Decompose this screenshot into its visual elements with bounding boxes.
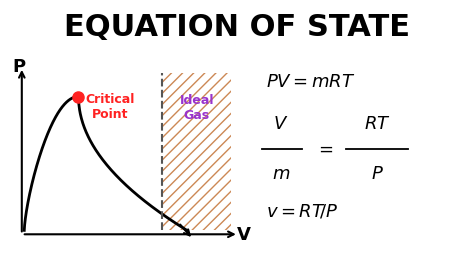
Text: $v = RT\!/P$: $v = RT\!/P$ [266, 203, 338, 221]
Text: EQUATION OF STATE: EQUATION OF STATE [64, 13, 410, 42]
Bar [162, 73, 231, 230]
Text: $V$: $V$ [273, 115, 289, 133]
Text: Ideal
Gas: Ideal Gas [180, 94, 214, 122]
Text: $PV = mRT$: $PV = mRT$ [266, 73, 356, 91]
Text: $P$: $P$ [371, 165, 383, 183]
Text: $m$: $m$ [272, 165, 290, 183]
Text: V: V [237, 226, 251, 244]
Text: Critical
Point: Critical Point [86, 93, 135, 120]
Text: $RT$: $RT$ [364, 115, 390, 133]
Text: $=$: $=$ [316, 140, 334, 158]
Text: P: P [12, 58, 25, 76]
